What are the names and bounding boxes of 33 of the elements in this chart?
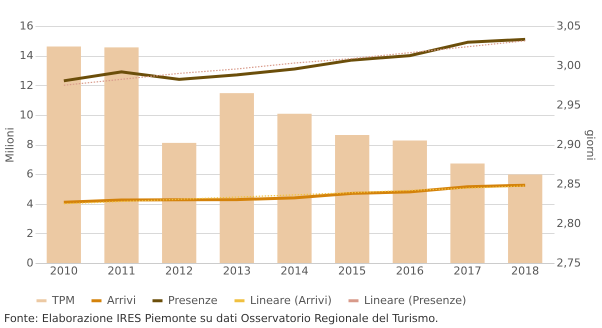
y2-tick-label: 2,80 <box>556 217 581 230</box>
y-tick-label: 10 <box>20 108 34 122</box>
y-tick-label: 16 <box>20 20 34 32</box>
x-tick-label: 2012 <box>165 264 194 278</box>
x-tick-label: 2015 <box>338 264 366 278</box>
y-axis-title: Milioni <box>4 127 17 163</box>
y-tick-label: 8 <box>26 138 34 151</box>
x-tick-label: 2011 <box>108 264 136 278</box>
y2-tick-label: 2,75 <box>556 256 581 270</box>
y-tick-label: 12 <box>20 78 34 92</box>
x-tick-label: 2014 <box>280 264 308 278</box>
legend-label: Lineare (Presenze) <box>364 294 466 307</box>
legend-label: Presenze <box>168 294 218 307</box>
legend-label: Arrivi <box>107 294 136 307</box>
x-tick-label: 2016 <box>396 264 424 278</box>
x-tick-label: 2018 <box>511 264 540 278</box>
source-note: Fonte: Elaborazione IRES Piemonte su dati Osservatorio Regionale del Turismo. <box>4 312 438 325</box>
y2-tick-label: 2,90 <box>556 138 581 151</box>
y2-tick-label: 2,95 <box>556 98 581 112</box>
y2-tick-label: 3,00 <box>556 59 581 72</box>
y2-tick-label: 2,85 <box>556 178 581 190</box>
x-tick-label: 2010 <box>50 264 78 278</box>
legend-label: TPM <box>51 294 75 307</box>
y-tick-label: 6 <box>26 168 34 181</box>
y-tick-label: 4 <box>26 197 34 210</box>
legend-label: Lineare (Arrivi) <box>250 294 332 307</box>
y-tick-label: 0 <box>26 256 34 270</box>
y2-axis-title: giorni <box>584 129 597 161</box>
y2-tick-label: 3,05 <box>556 20 581 32</box>
x-tick-label: 2017 <box>454 264 482 278</box>
y-tick-label: 2 <box>26 226 34 240</box>
x-tick-label: 2013 <box>222 264 251 278</box>
y-tick-label: 14 <box>20 49 34 62</box>
